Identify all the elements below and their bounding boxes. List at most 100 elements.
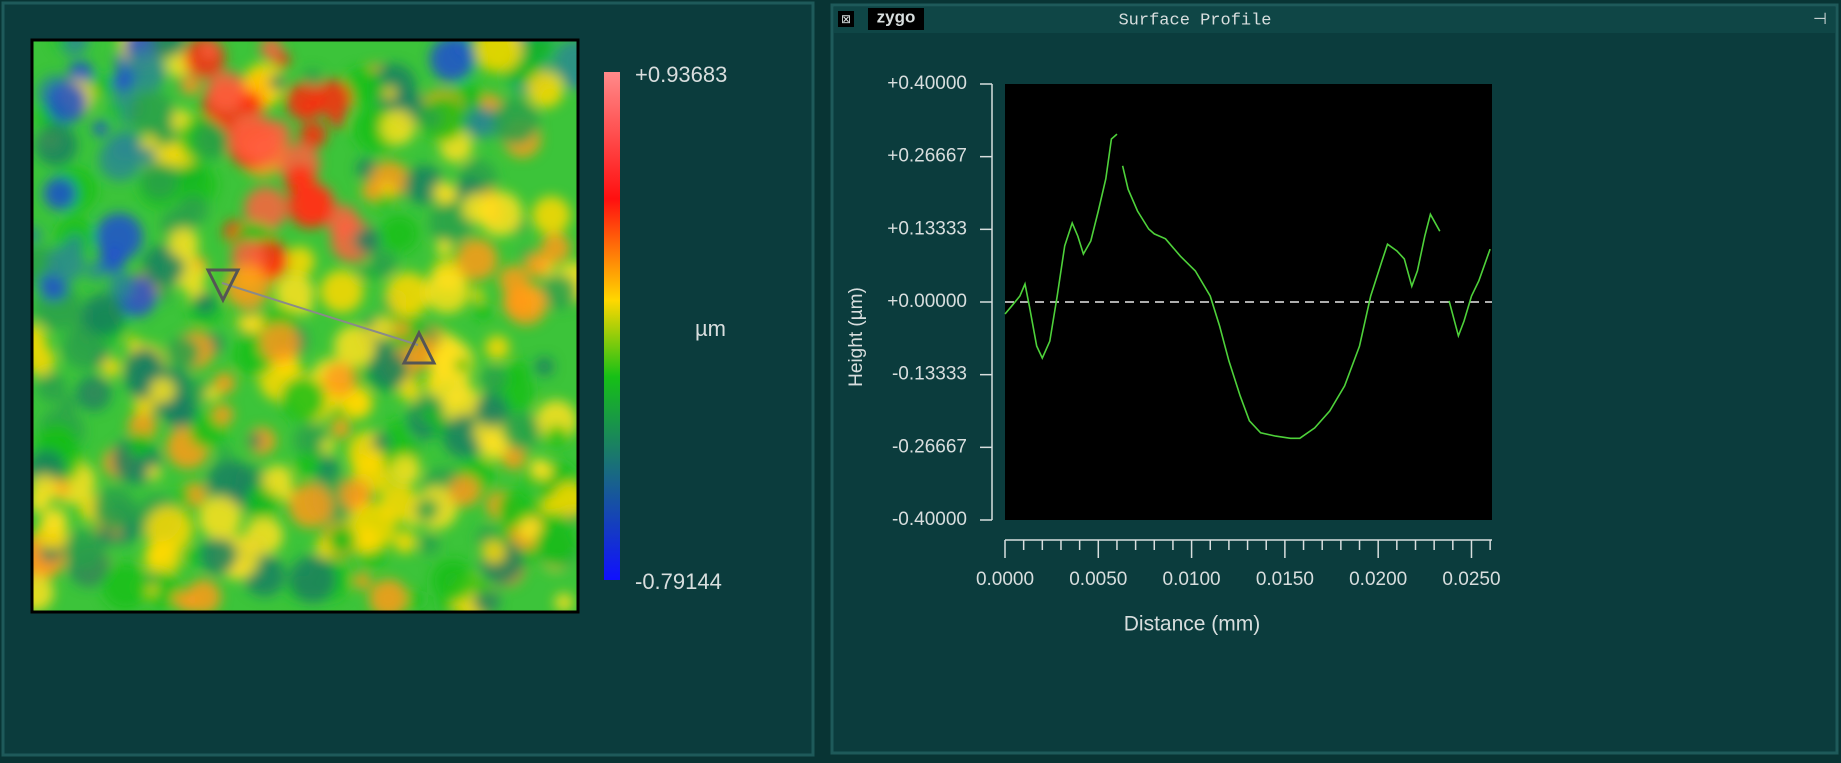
map-blob <box>167 336 200 369</box>
map-blob <box>471 289 484 302</box>
map-blob <box>82 293 125 336</box>
map-blob <box>186 579 221 614</box>
screen: +0.93683 -0.79144 µm ⊠ zygo Surface Prof… <box>0 0 1841 758</box>
map-blob <box>99 247 126 274</box>
map-blob <box>178 194 209 225</box>
map-blob <box>108 273 134 299</box>
map-blob <box>193 123 229 159</box>
map-blob <box>76 376 111 411</box>
map-blob <box>240 91 263 114</box>
map-blob <box>184 37 225 78</box>
map-blob <box>168 228 199 259</box>
map-blob <box>92 75 112 95</box>
map-blob <box>361 180 382 201</box>
map-blob <box>128 432 153 457</box>
map-blob <box>288 183 333 228</box>
logo: zygo <box>877 7 916 26</box>
window-title: Surface Profile <box>1118 11 1271 30</box>
x-tick-label: 0.0150 <box>1256 569 1314 590</box>
map-blob <box>314 80 352 118</box>
map-blob <box>205 387 220 402</box>
map-blob <box>35 124 77 166</box>
x-axis-label: Distance (mm) <box>1124 613 1261 636</box>
map-blob <box>46 82 87 123</box>
map-blob <box>502 412 541 451</box>
map-blob <box>475 393 509 427</box>
map-blob <box>157 289 171 303</box>
map-blob <box>505 283 547 325</box>
map-blob <box>449 475 481 507</box>
map-blob <box>433 182 455 204</box>
map-blob <box>93 121 108 136</box>
map-blob <box>320 270 363 313</box>
map-blob <box>270 74 286 90</box>
map-blob <box>288 483 333 528</box>
map-blob <box>93 487 136 530</box>
colorbar-max: +0.93683 <box>635 62 727 87</box>
map-blob <box>218 446 230 458</box>
map-blob <box>425 269 469 313</box>
map-blob <box>406 590 424 608</box>
map-blob <box>285 246 315 276</box>
y-tick-label: -0.40000 <box>892 509 967 530</box>
map-blob <box>110 130 141 161</box>
x-tick-label: 0.0100 <box>1163 569 1221 590</box>
map-blob <box>150 377 176 403</box>
pin-icon[interactable]: ⊣ <box>1813 11 1827 28</box>
map-blob <box>250 135 281 166</box>
map-blob <box>48 245 86 283</box>
map-blob <box>436 240 451 255</box>
map-blob <box>380 110 415 145</box>
map-blob <box>386 272 430 316</box>
map-blob <box>295 452 320 477</box>
map-blob <box>354 573 371 590</box>
map-blob <box>146 506 193 553</box>
map-blob <box>289 556 336 603</box>
map-blob <box>145 573 157 585</box>
map-blob <box>456 239 498 281</box>
title-bar <box>834 7 1835 33</box>
map-blob <box>540 233 570 263</box>
map-blob <box>334 325 376 367</box>
map-blob <box>353 227 380 254</box>
map-blob <box>263 465 293 495</box>
map-blob <box>372 433 390 451</box>
map-blob <box>101 357 121 377</box>
map-blob <box>424 409 438 423</box>
map-blob <box>194 257 206 269</box>
map-blob <box>383 87 396 100</box>
y-tick-label: +0.00000 <box>887 291 967 312</box>
map-blob <box>260 322 301 363</box>
map-blob <box>127 337 140 350</box>
map-blob <box>109 105 123 119</box>
map-blob <box>393 530 416 553</box>
map-blob <box>390 455 420 485</box>
map-blob <box>455 358 469 372</box>
y-tick-label: -0.13333 <box>892 364 967 385</box>
map-blob <box>102 563 149 610</box>
map-blob <box>533 461 553 481</box>
map-blob <box>321 439 335 453</box>
colorbar-min: -0.79144 <box>635 569 722 594</box>
map-blob <box>426 375 440 389</box>
map-blob <box>492 98 539 145</box>
map-blob <box>380 215 418 253</box>
map-blob <box>63 530 104 571</box>
x-tick-label: 0.0050 <box>1069 569 1127 590</box>
map-blob <box>527 71 564 108</box>
map-blob <box>430 37 475 82</box>
map-blob <box>129 90 174 135</box>
page: +0.93683 -0.79144 µm ⊠ zygo Surface Prof… <box>0 0 1841 758</box>
map-blob <box>474 303 492 321</box>
map-blob <box>482 540 506 564</box>
close-icon[interactable]: ⊠ <box>841 12 851 26</box>
map-blob <box>478 191 523 236</box>
map-blob <box>41 507 67 533</box>
x-tick-label: 0.0000 <box>976 569 1034 590</box>
map-blob <box>141 162 179 200</box>
y-tick-label: +0.26667 <box>887 146 967 167</box>
map-blob <box>438 599 451 612</box>
map-blob <box>541 497 558 514</box>
map-blob <box>182 76 201 95</box>
map-blob <box>431 559 475 603</box>
